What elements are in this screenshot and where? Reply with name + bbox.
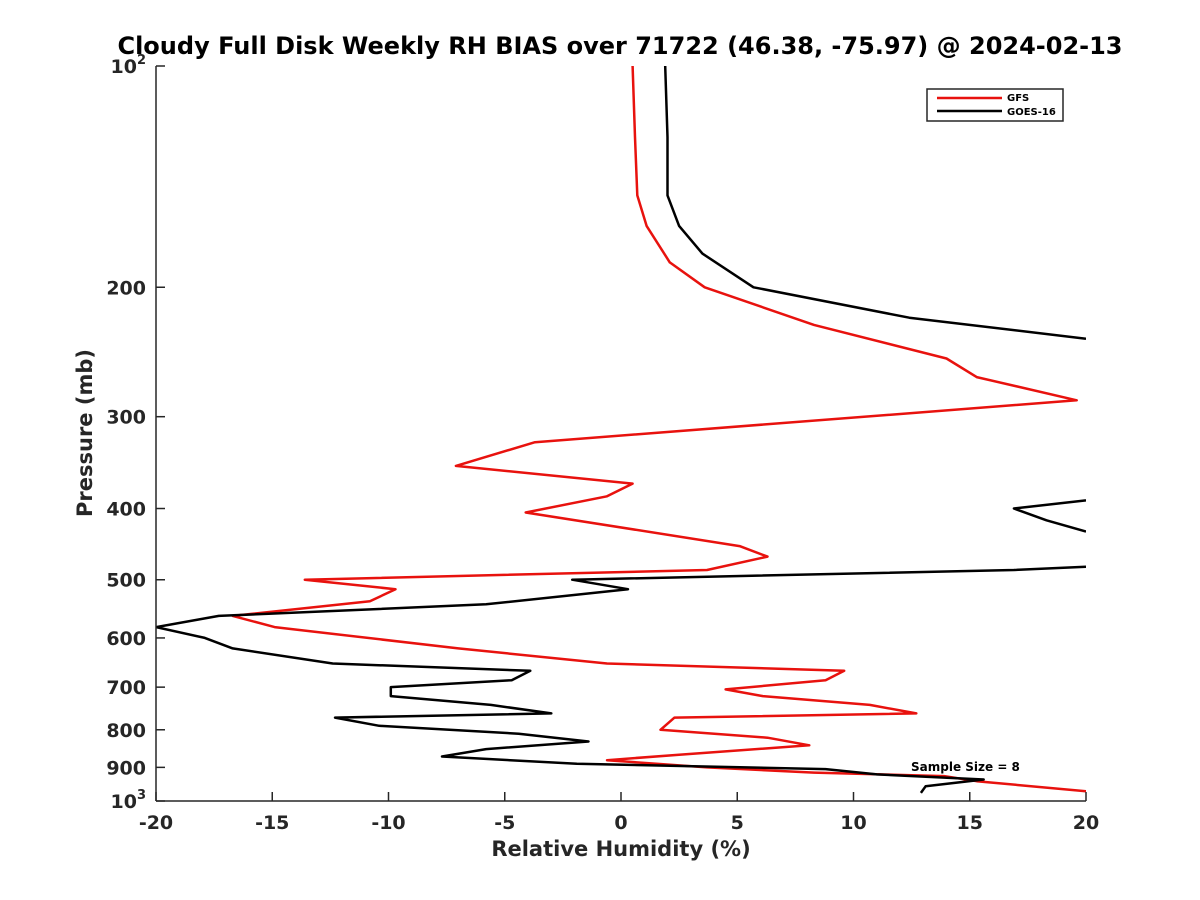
x-tick-label: 0 [614, 812, 627, 834]
series-goes-16 [156, 66, 1086, 794]
y-tick-label: 500 [106, 570, 146, 592]
legend-label-goes16: GOES-16 [1007, 107, 1056, 118]
y-tick-label: 600 [106, 628, 146, 650]
legend: GFS GOES-16 [926, 88, 1064, 122]
y-ticks: 102 200 300 400 500 600 700 800 900 103 [106, 53, 165, 813]
y-tick-label: 400 [106, 499, 146, 521]
y-axis-label: Pressure (mb) [73, 349, 97, 517]
y-tick-label: 102 [111, 53, 147, 78]
legend-box [926, 88, 1064, 122]
x-tick-label: 10 [840, 812, 866, 834]
y-tick-label: 200 [106, 277, 146, 299]
x-tick-label: 20 [1073, 812, 1099, 834]
x-tick-label: -10 [371, 812, 405, 834]
plot-area: -20 -15 -10 -5 0 5 10 15 20 102 200 300 400 500 600 70… [106, 53, 1099, 834]
y-tick-label: 300 [106, 407, 146, 429]
series-line-gfs-seg-0 [231, 66, 1086, 793]
x-tick-label: -15 [255, 812, 289, 834]
legend-label-gfs: GFS [1007, 93, 1029, 104]
x-ticks: -20 -15 -10 -5 0 5 10 15 20 [139, 792, 1099, 834]
x-axis-label: Relative Humidity (%) [491, 837, 750, 861]
series-line-goes-16-seg-2 [156, 565, 1086, 794]
y-tick-label: 700 [106, 677, 146, 699]
series-gfs [231, 66, 1086, 793]
series-line-goes-16-seg-1 [1012, 499, 1086, 533]
plot-frame [156, 66, 1086, 801]
x-tick-label: -20 [139, 812, 173, 834]
x-tick-label: 5 [731, 812, 744, 834]
y-tick-label: 800 [106, 720, 146, 742]
x-tick-label: 15 [957, 812, 983, 834]
series-line-goes-16-seg-0 [663, 66, 1086, 340]
chart-title: Cloudy Full Disk Weekly RH BIAS over 717… [117, 32, 1122, 60]
y-tick-label: 103 [111, 788, 147, 813]
x-tick-label: -5 [494, 812, 515, 834]
y-tick-label: 900 [106, 757, 146, 779]
series-layer [156, 66, 1086, 794]
sample-size-annotation: Sample Size = 8 [911, 760, 1020, 774]
